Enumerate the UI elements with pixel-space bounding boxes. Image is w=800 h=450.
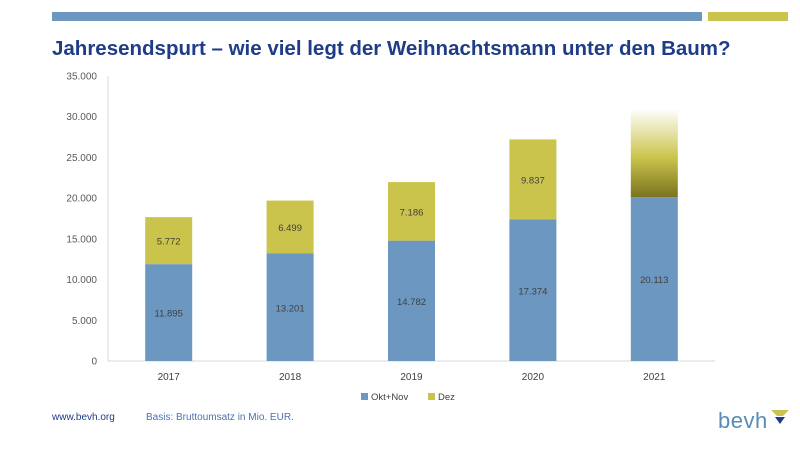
legend: Okt+Nov Dez: [361, 392, 455, 403]
bar-dez-forecast: [630, 108, 678, 198]
x-tick-label: 2018: [279, 372, 302, 383]
bar-okt-nov: [509, 219, 557, 361]
y-tick-label: 25.000: [66, 153, 97, 164]
y-tick-label: 15.000: [66, 234, 97, 245]
bar-label-okt-nov: 13.201: [276, 303, 305, 314]
bar-okt-nov: [388, 240, 435, 361]
y-tick-label: 10.000: [66, 275, 97, 286]
x-tick-label: 2020: [522, 372, 545, 383]
bars: 11.895 5.772 13.201 6.499 14.782 7.186 17.374 9…: [145, 108, 678, 361]
logo-mark-icon: [770, 410, 789, 424]
bar-dez: [509, 139, 557, 220]
bar-label-dez: 9.837: [521, 175, 545, 186]
legend-swatch: [428, 393, 435, 400]
x-tick-label: 2021: [643, 372, 666, 383]
bevh-logo: bevh: [718, 408, 789, 434]
bar-dez: [388, 182, 435, 241]
y-tick-label: 0: [91, 357, 97, 368]
bar-label-dez: 7.186: [400, 207, 424, 218]
bar-label-dez: 6.499: [278, 223, 302, 234]
legend-label: Dez: [438, 392, 455, 403]
legend-swatch: [361, 393, 368, 400]
legend-label: Okt+Nov: [371, 392, 408, 403]
bar-dez: [145, 217, 193, 265]
y-tick-label: 30.000: [66, 112, 97, 123]
x-tick-label: 2019: [400, 372, 423, 383]
bar-label-okt-nov: 14.782: [397, 297, 426, 308]
header-accent-bar: [708, 12, 788, 21]
bar-label-dez: 5.772: [157, 237, 181, 248]
bar-okt-nov: [630, 197, 678, 361]
y-tick-label: 35.000: [66, 72, 97, 83]
y-tick-label: 5.000: [72, 316, 97, 327]
y-axis-ticks: 0 5.000 10.000 15.000 20.000 25.000 30.000 35.0…: [66, 72, 97, 368]
bar-okt-nov: [266, 253, 314, 361]
bar-label-okt-nov: 20.113: [640, 275, 668, 286]
y-tick-label: 20.000: [66, 194, 97, 205]
bar-okt-nov: [145, 264, 193, 361]
bar-label-okt-nov: 11.895: [155, 309, 183, 320]
bar-label-okt-nov: 17.374: [518, 286, 547, 297]
x-axis-ticks: 2017 2018 2019 2020 2021: [158, 372, 666, 383]
footer-url[interactable]: www.bevh.org: [52, 412, 115, 423]
bar-dez: [266, 200, 314, 254]
header-bar: [52, 12, 702, 21]
logo-text: bevh: [718, 408, 768, 433]
slide-title: Jahresendspurt – wie viel legt der Weihn…: [52, 37, 731, 60]
x-tick-label: 2017: [158, 372, 181, 383]
footer-basis-note: Basis: Bruttoumsatz in Mio. EUR.: [146, 412, 294, 423]
